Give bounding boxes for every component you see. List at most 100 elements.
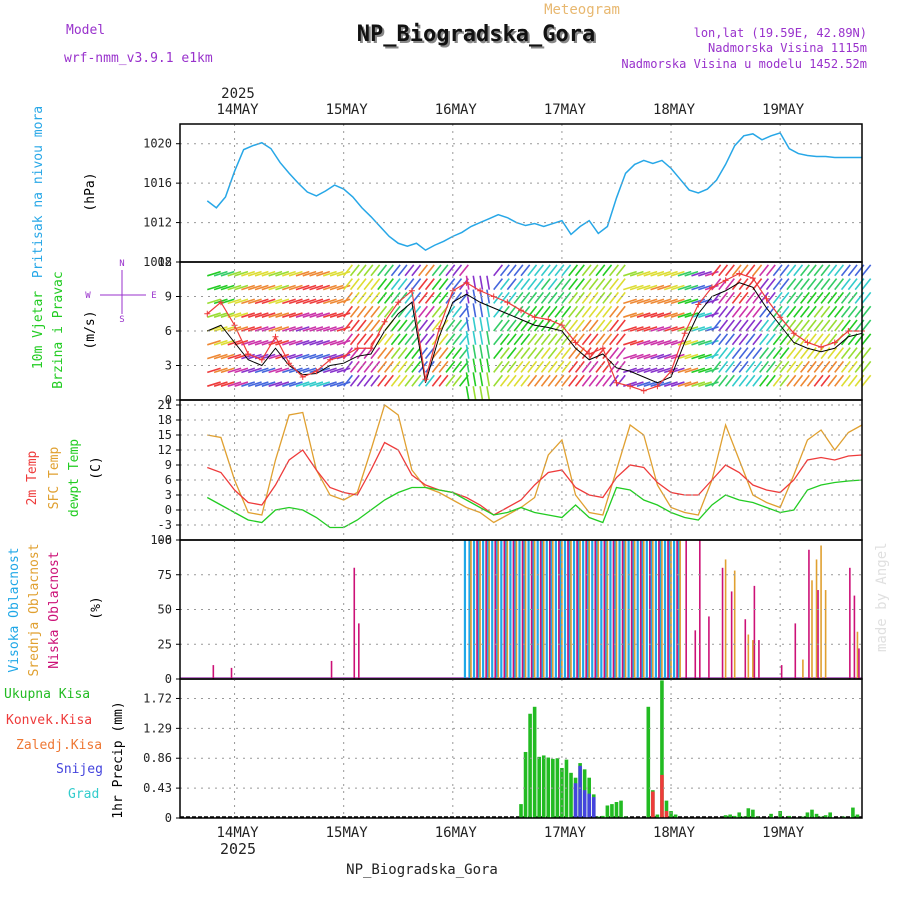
wind-barb <box>431 305 442 318</box>
wind-barb <box>861 278 872 291</box>
wind-barb <box>827 319 838 332</box>
wind-barb <box>343 319 354 332</box>
wind-barb <box>343 374 354 387</box>
wind-barb <box>581 305 592 318</box>
wind-barb <box>227 381 242 387</box>
cloud-label-3: Niska Oblacnost <box>47 551 62 668</box>
wind-barb <box>479 344 484 359</box>
wind-barb <box>759 347 770 360</box>
wind-barb <box>724 305 735 318</box>
wind-barb <box>465 386 470 401</box>
wind-barb <box>513 278 524 291</box>
wind-barb <box>738 374 749 387</box>
precip-bar <box>751 809 755 818</box>
wind-barb <box>840 305 851 318</box>
wind-barb <box>241 284 255 291</box>
wind-barb <box>615 319 626 332</box>
wind-barb <box>724 347 735 360</box>
wind-barb <box>752 347 763 360</box>
wind-barb <box>704 270 719 277</box>
wind-barb <box>520 319 531 332</box>
wind-barb <box>322 381 337 387</box>
compass-w: W <box>85 291 91 301</box>
wind-barb <box>663 270 678 277</box>
wind-barb <box>623 270 637 277</box>
wind-barb <box>479 275 484 290</box>
wind-barb <box>282 339 296 346</box>
gust-marker <box>463 279 470 286</box>
wind-barb <box>247 284 262 291</box>
wind-barb <box>370 347 381 360</box>
wind-barb <box>383 305 394 318</box>
wind-barb <box>650 326 665 332</box>
wind-barb <box>302 339 317 346</box>
wind-barb <box>268 270 283 277</box>
precip-bar <box>723 815 728 818</box>
wind-barb <box>377 291 388 304</box>
precip-bar <box>810 809 814 818</box>
wind-barb <box>704 367 719 374</box>
wind-barb <box>213 367 228 374</box>
wind-barb <box>615 278 626 291</box>
wind-barb <box>418 264 429 277</box>
wind-unit: (m/s) <box>83 310 98 349</box>
gust-marker <box>763 295 770 302</box>
wind-barb <box>349 264 360 277</box>
wind-barb <box>745 319 756 332</box>
wind-barb <box>711 333 722 346</box>
wind-barb <box>261 270 276 277</box>
y-tick-label: 25 <box>158 637 172 651</box>
wind-barb <box>602 333 613 346</box>
wind-barb <box>254 312 269 318</box>
wind-barb <box>629 270 644 277</box>
compass-e: E <box>151 291 156 301</box>
y-tick-label: 12 <box>158 255 172 269</box>
wind-barb <box>615 347 626 360</box>
wind-barb <box>595 305 606 318</box>
gust-marker <box>586 351 593 357</box>
wind-barb <box>657 284 672 291</box>
wind-barb <box>840 319 851 332</box>
wind-barb <box>383 291 394 304</box>
wind-barb <box>227 367 242 374</box>
wind-barb <box>650 339 665 346</box>
gust-marker <box>381 318 388 325</box>
wind-barb <box>861 374 872 387</box>
wind-barb <box>302 367 317 374</box>
wind-barb <box>561 278 572 291</box>
wind-barb <box>349 360 360 373</box>
wind-barb <box>370 374 381 387</box>
wind-barb <box>561 319 572 332</box>
wind-barb <box>765 278 776 291</box>
y-tick-label: 0 <box>165 503 172 517</box>
bottom-day-label: 18MAY <box>653 825 696 841</box>
wind-barb <box>220 367 235 374</box>
wind-barb <box>220 312 235 318</box>
wind-barb <box>745 347 756 360</box>
wind-barb <box>370 278 381 291</box>
wind-barb <box>827 278 838 291</box>
wind-barb <box>213 353 228 360</box>
wind-barb <box>595 291 606 304</box>
wind-barb <box>213 312 228 318</box>
wind-barb <box>554 360 565 373</box>
wind-barb <box>336 270 351 277</box>
wind-barb <box>445 319 456 332</box>
wind-barb <box>282 381 296 387</box>
wind-barb <box>759 319 770 332</box>
wind-barb <box>793 374 804 387</box>
wind-barb <box>643 270 658 277</box>
wind-barb <box>568 305 579 318</box>
wind-barb <box>241 326 255 332</box>
wind-barb <box>588 319 599 332</box>
wind-barb <box>295 339 310 346</box>
wind-barb <box>657 367 672 374</box>
gust-marker <box>422 376 429 383</box>
wind-barb <box>609 291 619 304</box>
y-tick-label: 21 <box>158 398 172 412</box>
wind-barb <box>772 278 783 291</box>
wind-barb <box>336 284 351 291</box>
wind-barb <box>820 319 831 332</box>
wind-barb <box>643 298 658 305</box>
